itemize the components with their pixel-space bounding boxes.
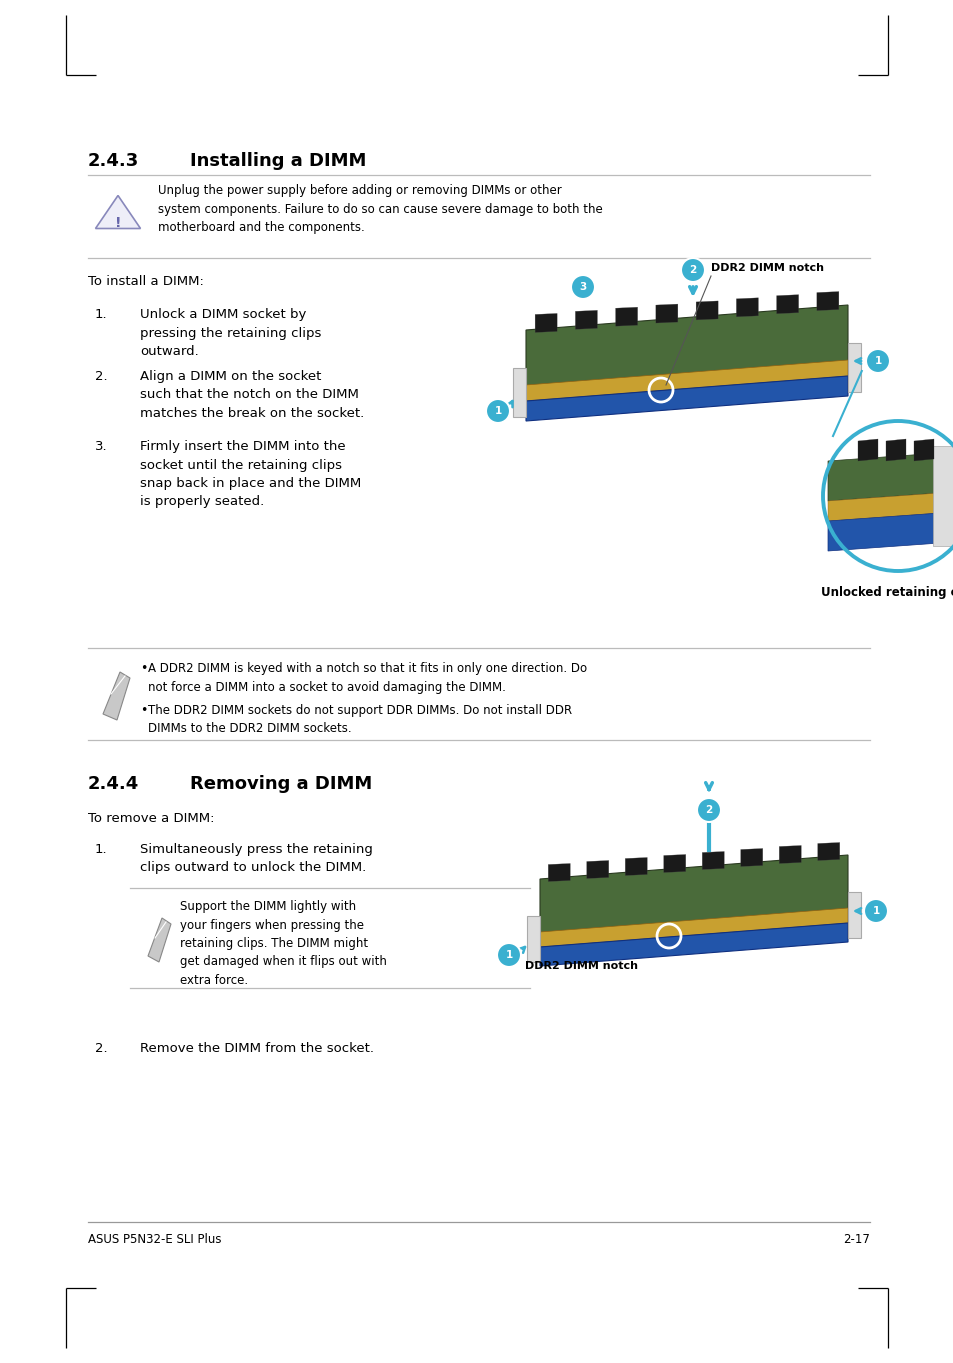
Text: 2.4.4: 2.4.4 <box>88 776 139 793</box>
Text: DDR2 DIMM notch: DDR2 DIMM notch <box>524 961 638 970</box>
Text: Unplug the power supply before adding or removing DIMMs or other
system componen: Unplug the power supply before adding or… <box>158 184 602 234</box>
Polygon shape <box>857 439 877 461</box>
Text: 1.: 1. <box>95 842 108 856</box>
Circle shape <box>571 275 595 298</box>
Text: 3.: 3. <box>95 440 108 453</box>
Polygon shape <box>95 195 140 229</box>
Polygon shape <box>148 919 171 962</box>
Polygon shape <box>701 852 723 870</box>
Polygon shape <box>525 376 847 421</box>
Polygon shape <box>624 857 646 875</box>
Polygon shape <box>526 916 539 962</box>
Polygon shape <box>817 842 839 860</box>
Text: •: • <box>140 662 147 675</box>
Text: ASUS P5N32-E SLI Plus: ASUS P5N32-E SLI Plus <box>88 1234 221 1246</box>
Circle shape <box>497 943 520 966</box>
Text: 2: 2 <box>704 806 712 815</box>
Polygon shape <box>103 672 130 720</box>
Text: 1.: 1. <box>95 308 108 322</box>
Text: Unlocked retaining clip: Unlocked retaining clip <box>821 586 953 598</box>
Circle shape <box>697 797 720 822</box>
Text: DDR2 DIMM notch: DDR2 DIMM notch <box>710 263 823 273</box>
Text: Align a DIMM on the socket
such that the notch on the DIMM
matches the break on : Align a DIMM on the socket such that the… <box>140 369 364 420</box>
Text: The DDR2 DIMM sockets do not support DDR DIMMs. Do not install DDR
DIMMs to the : The DDR2 DIMM sockets do not support DDR… <box>148 705 572 736</box>
Text: Support the DIMM lightly with
your fingers when pressing the
retaining clips. Th: Support the DIMM lightly with your finge… <box>180 900 387 987</box>
Text: 1: 1 <box>494 406 501 416</box>
Polygon shape <box>539 908 847 947</box>
Text: !: ! <box>114 215 121 230</box>
Polygon shape <box>575 311 597 330</box>
Polygon shape <box>736 297 758 316</box>
Polygon shape <box>655 304 678 323</box>
Text: •: • <box>140 705 147 717</box>
Text: Unlock a DIMM socket by
pressing the retaining clips
outward.: Unlock a DIMM socket by pressing the ret… <box>140 308 321 358</box>
Polygon shape <box>539 923 847 966</box>
Circle shape <box>680 258 704 282</box>
Text: To remove a DIMM:: To remove a DIMM: <box>88 812 214 825</box>
Polygon shape <box>779 845 801 864</box>
Polygon shape <box>885 439 905 461</box>
Polygon shape <box>525 360 847 401</box>
Text: To install a DIMM:: To install a DIMM: <box>88 275 204 288</box>
Text: Remove the DIMM from the socket.: Remove the DIMM from the socket. <box>140 1041 374 1055</box>
Polygon shape <box>847 343 861 393</box>
Polygon shape <box>535 313 557 333</box>
Text: Simultaneously press the retaining
clips outward to unlock the DIMM.: Simultaneously press the retaining clips… <box>140 842 373 875</box>
Polygon shape <box>548 864 570 882</box>
Text: Installing a DIMM: Installing a DIMM <box>190 153 366 170</box>
Text: Removing a DIMM: Removing a DIMM <box>190 776 372 793</box>
Text: A DDR2 DIMM is keyed with a notch so that it fits in only one direction. Do
not : A DDR2 DIMM is keyed with a notch so tha… <box>148 662 586 694</box>
Text: 2.4.3: 2.4.3 <box>88 153 139 170</box>
Polygon shape <box>827 451 953 502</box>
Polygon shape <box>696 301 718 320</box>
Polygon shape <box>539 855 847 947</box>
Polygon shape <box>913 439 933 461</box>
Polygon shape <box>586 860 608 879</box>
Circle shape <box>865 349 889 373</box>
Polygon shape <box>663 855 685 872</box>
Polygon shape <box>847 891 861 938</box>
Polygon shape <box>827 491 953 521</box>
Text: 2: 2 <box>689 264 696 275</box>
Polygon shape <box>776 294 798 313</box>
Text: 1: 1 <box>874 356 881 367</box>
Polygon shape <box>932 446 953 547</box>
Text: 3: 3 <box>578 282 586 292</box>
Text: 2-17: 2-17 <box>842 1234 869 1246</box>
Text: 1: 1 <box>871 906 879 916</box>
Polygon shape <box>513 368 525 417</box>
Text: Firmly insert the DIMM into the
socket until the retaining clips
snap back in pl: Firmly insert the DIMM into the socket u… <box>140 440 361 508</box>
Text: 2.: 2. <box>95 1041 108 1055</box>
Polygon shape <box>827 511 953 551</box>
Circle shape <box>485 399 510 423</box>
Text: 2.: 2. <box>95 369 108 383</box>
Polygon shape <box>740 849 762 867</box>
Polygon shape <box>615 307 637 326</box>
Polygon shape <box>816 292 838 311</box>
Polygon shape <box>525 305 847 401</box>
Text: 1: 1 <box>505 950 512 960</box>
Circle shape <box>863 900 887 923</box>
